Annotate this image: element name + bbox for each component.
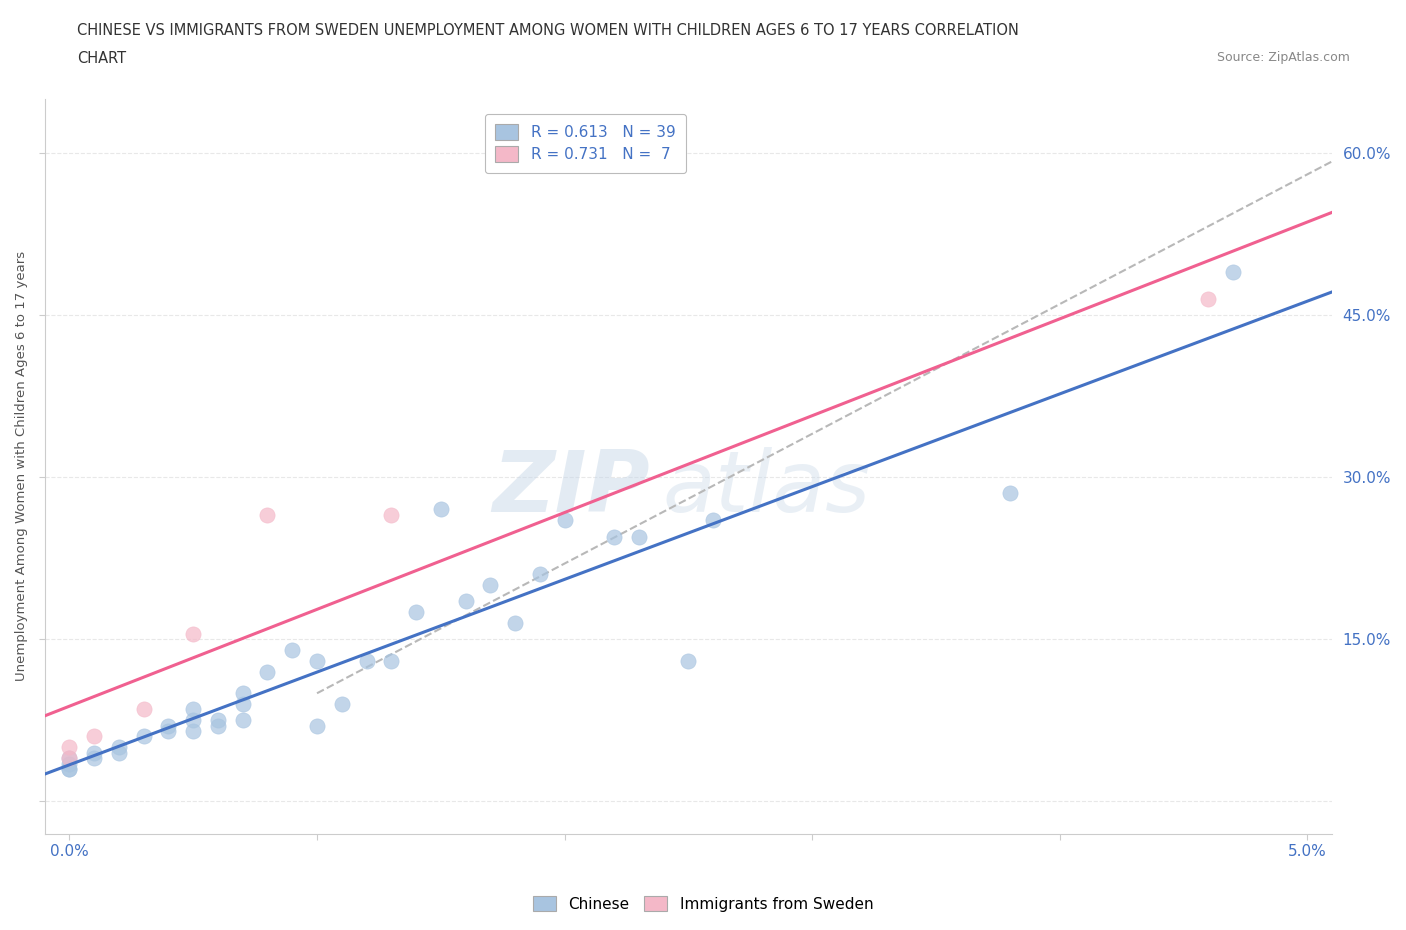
Point [256, 664, 278, 679]
Point [454, 594, 477, 609]
Point [83, 751, 105, 765]
Y-axis label: Unemployment Among Women with Children Ages 6 to 17 years: Unemployment Among Women with Children A… [15, 251, 28, 682]
Point [58, 751, 80, 765]
Point [58, 751, 80, 765]
Point [702, 512, 724, 527]
Point [83, 729, 105, 744]
Text: CHINESE VS IMMIGRANTS FROM SWEDEN UNEMPLOYMENT AMONG WOMEN WITH CHILDREN AGES 6 : CHINESE VS IMMIGRANTS FROM SWEDEN UNEMPL… [77, 23, 1019, 38]
Point [58, 756, 80, 771]
Point [232, 685, 254, 700]
Point [356, 654, 378, 669]
Point [232, 712, 254, 727]
Point [108, 740, 131, 755]
Point [108, 745, 131, 760]
Point [1000, 485, 1022, 500]
Point [132, 729, 155, 744]
Point [232, 697, 254, 711]
Point [281, 643, 304, 658]
Point [58, 740, 80, 755]
Point [305, 718, 328, 733]
Point [207, 712, 229, 727]
Point [58, 762, 80, 777]
Point [603, 529, 626, 544]
Point [132, 702, 155, 717]
Text: atlas: atlas [662, 446, 870, 530]
Point [554, 512, 576, 527]
Point [479, 578, 502, 592]
Point [503, 616, 526, 631]
Point [181, 627, 204, 642]
Point [380, 654, 402, 669]
Point [207, 718, 229, 733]
Point [430, 502, 453, 517]
Point [1222, 264, 1244, 279]
Point [181, 702, 204, 717]
Point [529, 567, 551, 582]
Legend: Chinese, Immigrants from Sweden: Chinese, Immigrants from Sweden [527, 889, 879, 918]
Point [330, 697, 353, 711]
Point [181, 712, 204, 727]
Text: Source: ZipAtlas.com: Source: ZipAtlas.com [1216, 51, 1350, 64]
Point [405, 604, 427, 619]
Text: ZIP: ZIP [492, 446, 650, 530]
Point [1197, 291, 1219, 306]
Text: CHART: CHART [77, 51, 127, 66]
Point [627, 529, 650, 544]
Point [305, 654, 328, 669]
Point [256, 508, 278, 523]
Point [380, 508, 402, 523]
Point [83, 745, 105, 760]
Point [157, 724, 180, 738]
Point [58, 762, 80, 777]
Point [157, 718, 180, 733]
Point [181, 724, 204, 738]
Point [678, 654, 700, 669]
Legend: R = 0.613   N = 39, R = 0.731   N =  7: R = 0.613 N = 39, R = 0.731 N = 7 [485, 113, 686, 173]
